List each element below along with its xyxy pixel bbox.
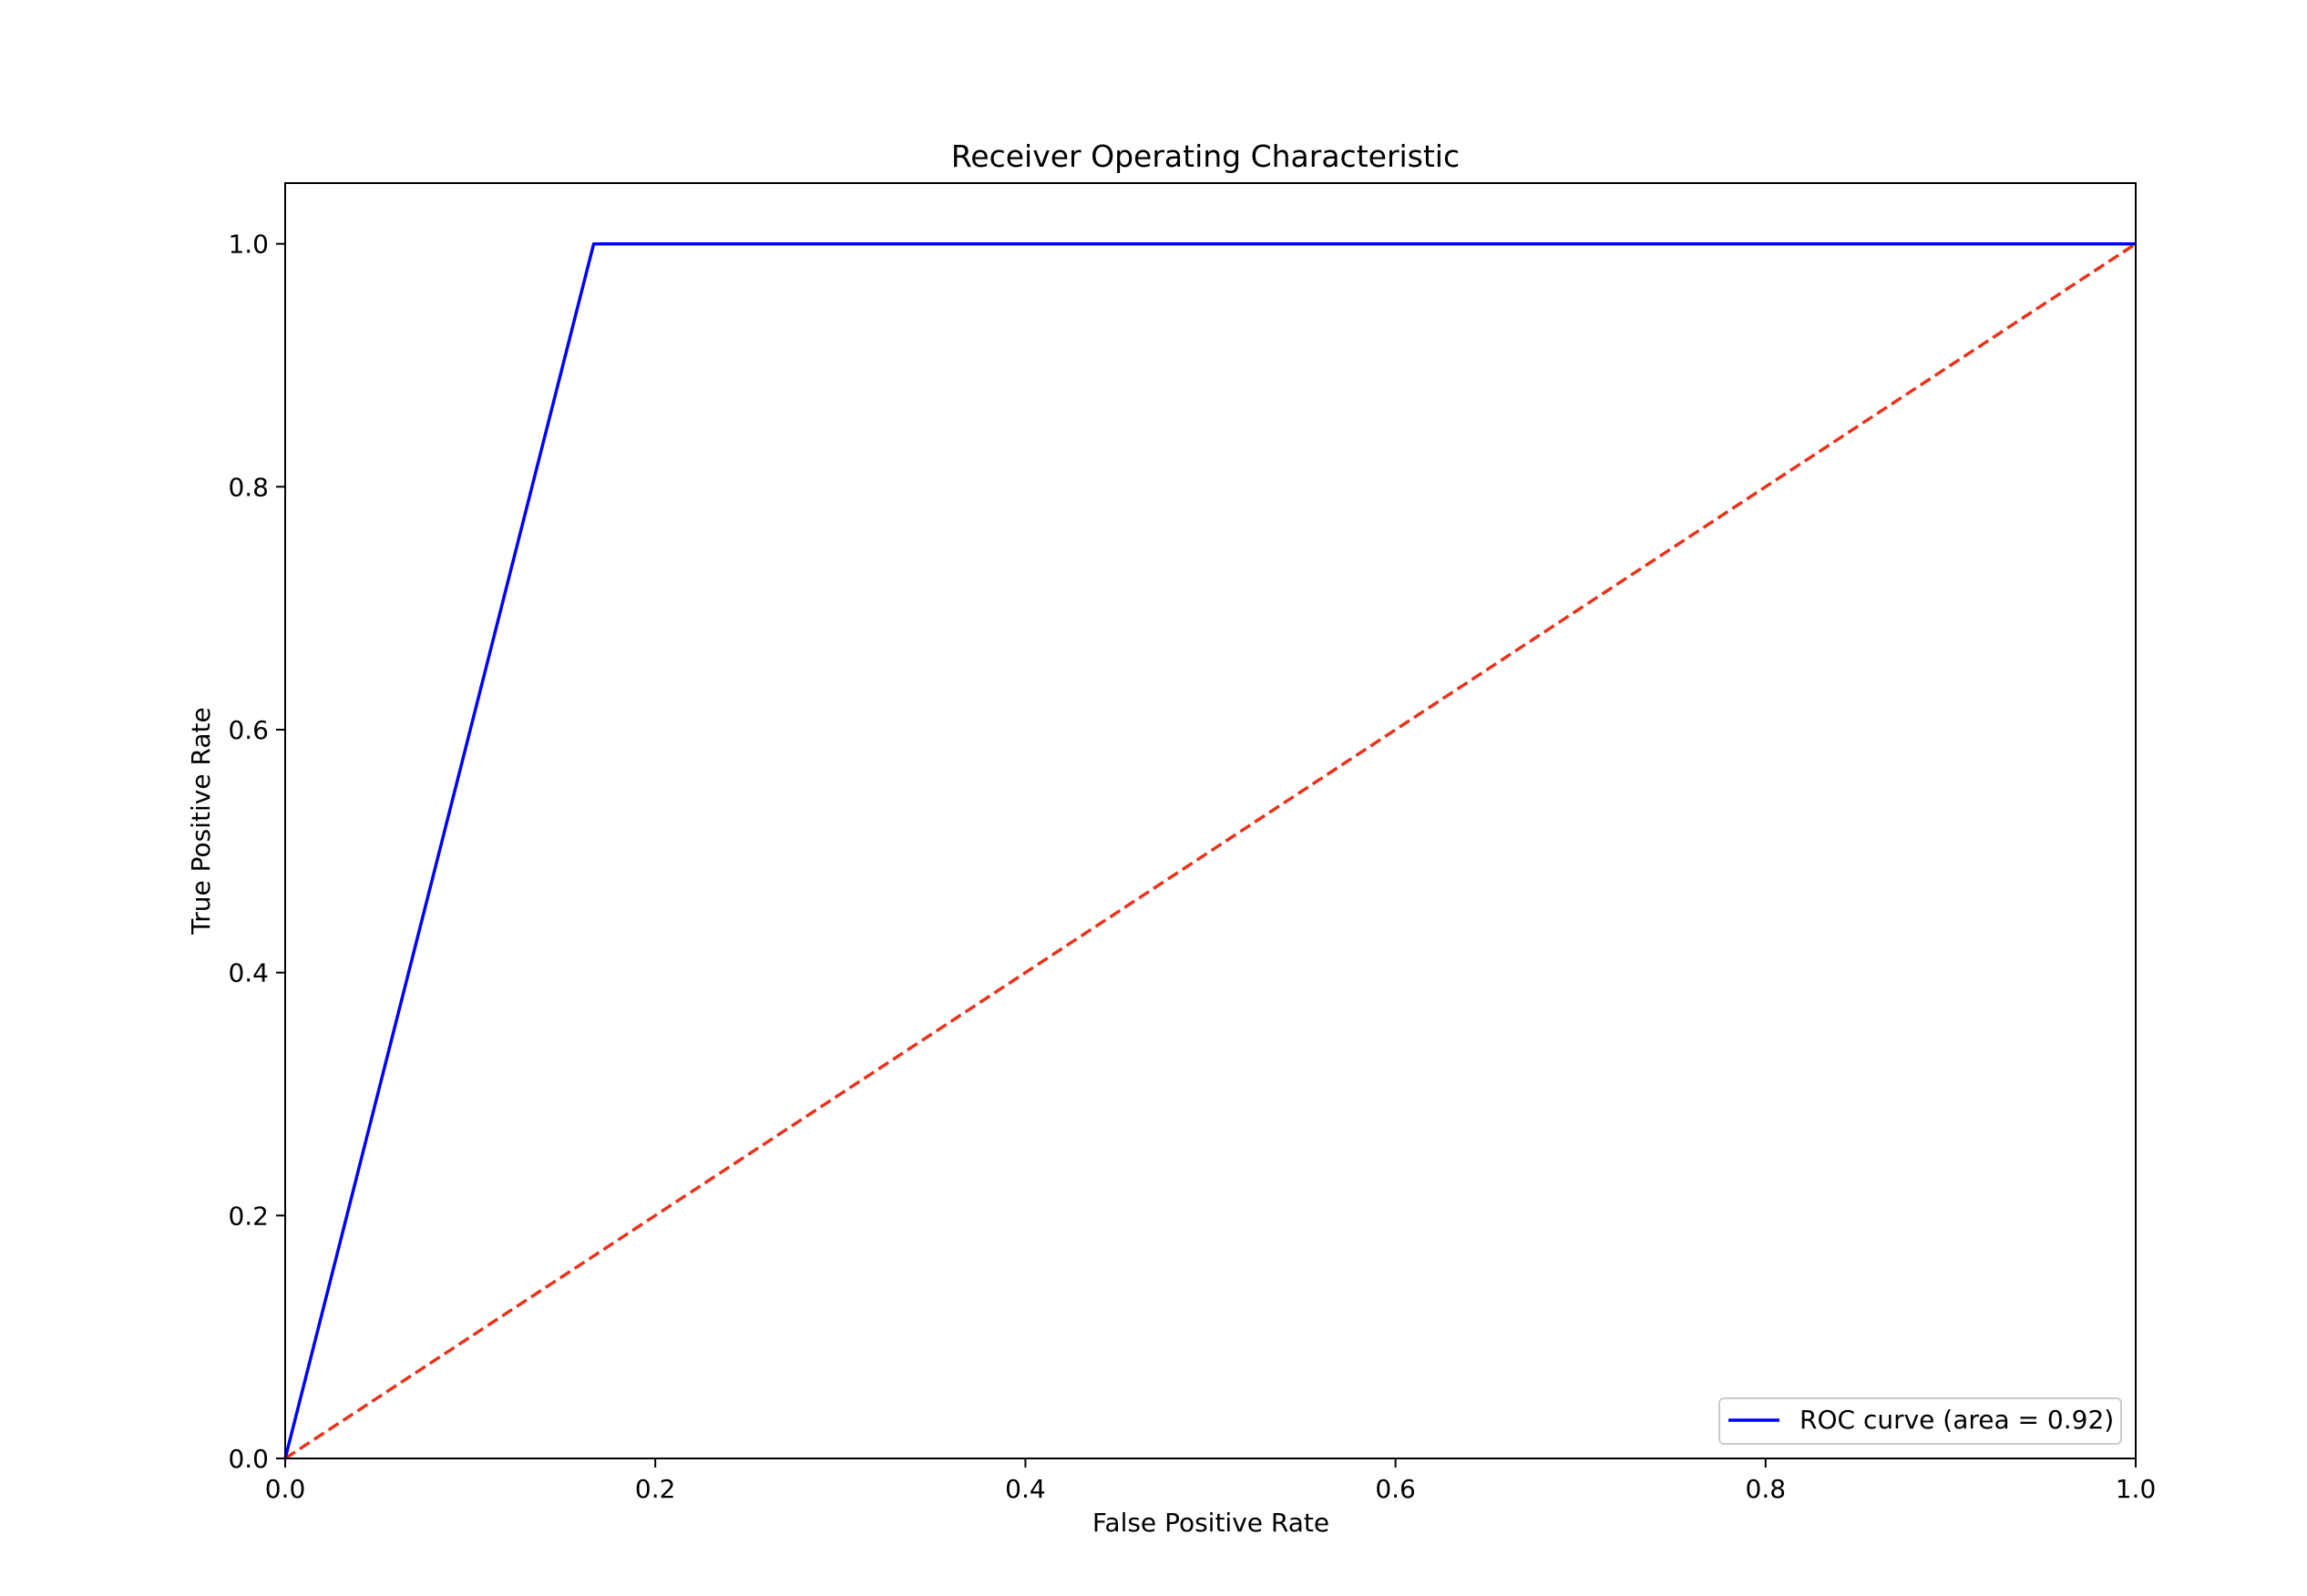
x-tick-label: 0.6 bbox=[1375, 1474, 1416, 1504]
y-tick-label: 0.8 bbox=[228, 472, 269, 502]
legend: ROC curve (area = 0.92) bbox=[1718, 1397, 2122, 1445]
x-tick-label: 0.2 bbox=[635, 1474, 676, 1504]
y-tick-label: 0.4 bbox=[228, 958, 269, 988]
plot-frame bbox=[284, 182, 2137, 1459]
x-tick-label: 0.4 bbox=[1005, 1474, 1046, 1504]
y-axis-ticks: 0.0 0.2 0.4 0.6 0.8 1.0 bbox=[228, 230, 285, 1474]
reference-diagonal-line bbox=[284, 242, 2137, 1460]
x-axis-label: False Positive Rate bbox=[1092, 1508, 1329, 1538]
series-layer bbox=[283, 241, 2136, 1459]
chart-title: Receiver Operating Characteristic bbox=[951, 138, 1460, 174]
x-tick-label: 1.0 bbox=[2116, 1474, 2157, 1504]
y-axis-label: True Positive Rate bbox=[186, 707, 216, 935]
legend-label-roc: ROC curve (area = 0.92) bbox=[1799, 1405, 2114, 1435]
x-axis-ticks: 0.0 0.2 0.4 0.6 0.8 1.0 bbox=[265, 1458, 2157, 1504]
plot-area bbox=[285, 183, 2136, 1458]
y-tick-label: 0.0 bbox=[228, 1444, 269, 1474]
y-tick-label: 0.2 bbox=[228, 1201, 269, 1231]
legend-box bbox=[1718, 1397, 2122, 1445]
reference-line-layer bbox=[284, 242, 2137, 1460]
x-tick-label: 0.0 bbox=[265, 1474, 306, 1504]
y-tick-label: 1.0 bbox=[228, 230, 269, 260]
x-tick-label: 0.8 bbox=[1746, 1474, 1787, 1504]
y-tick-label: 0.6 bbox=[228, 715, 269, 745]
roc-curve-line bbox=[283, 241, 2136, 1459]
